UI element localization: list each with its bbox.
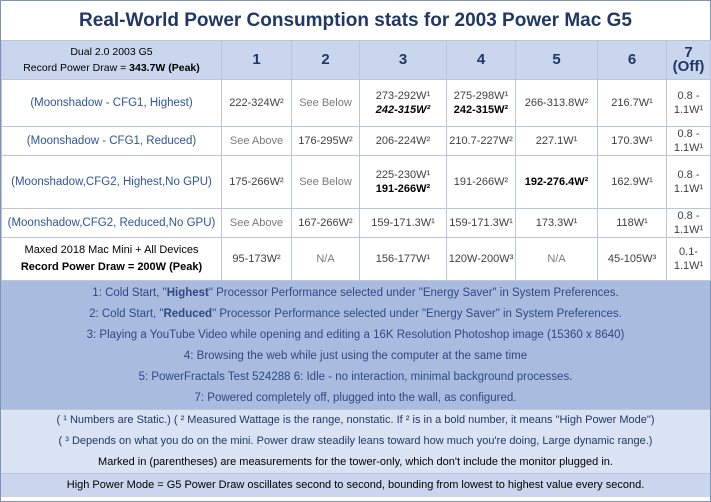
cell-line: 275-298W¹: [453, 90, 509, 102]
cell: 216.7W¹: [597, 79, 667, 127]
table-row: Maxed 2018 Mac Mini + All Devices Record …: [1, 237, 711, 281]
note-text: " Processor Performance selected under "…: [212, 308, 622, 320]
cell: 0.8 - 1.1W¹: [666, 79, 711, 127]
col-header-1: 1: [221, 40, 292, 80]
cell: 118W¹: [597, 208, 667, 238]
table-row: (Moonshadow - CFG1, Highest) 222-324W² S…: [1, 79, 711, 127]
row-label: Maxed 2018 Mac Mini + All Devices Record …: [1, 237, 222, 281]
cell: 0.8 - 1.1W¹: [666, 208, 711, 238]
mini-label-line1: Maxed 2018 Mac Mini + All Devices: [24, 244, 199, 256]
note-3: 3: Playing a YouTube Video while opening…: [86, 329, 625, 341]
cell: 225-230W¹ 191-266W²: [359, 155, 447, 209]
row-label: (Moonshadow - CFG1, Highest): [1, 79, 222, 127]
col-header-6: 6: [597, 40, 667, 80]
cell: N/A: [515, 237, 598, 281]
notes-section: 1: Cold Start, "Highest" Processor Perfo…: [1, 281, 710, 409]
table-row: (Moonshadow,CFG2, Highest,No GPU) 175-26…: [1, 155, 711, 209]
col-header-2: 2: [291, 40, 360, 80]
record-value: 343.7W (Peak): [129, 62, 200, 74]
cell: 175-266W²: [221, 155, 292, 209]
cell: 227.1W¹: [515, 126, 598, 156]
cell: 191-266W²: [446, 155, 516, 209]
note-bold: Highest: [166, 287, 209, 299]
header-desc-line1: Dual 2.0 2003 G5: [70, 46, 153, 58]
cell: 173.3W¹: [515, 208, 598, 238]
col-header-7: 7 (Off): [666, 40, 711, 80]
col-header-4: 4: [446, 40, 516, 80]
header-desc-line2: Record Power Draw = 343.7W (Peak): [2, 60, 221, 76]
cell: N/A: [291, 237, 360, 281]
footer-note: High Power Mode = G5 Power Draw oscillat…: [1, 473, 710, 497]
cell-line-bold: 191-266W²: [375, 183, 431, 195]
cell: 120W-200W³: [446, 237, 516, 281]
header-description: Dual 2.0 2003 G5 Record Power Draw = 343…: [1, 40, 222, 80]
col-header-3: 3: [359, 40, 447, 80]
note-bold: Reduced: [163, 308, 213, 320]
cell: 176-295W²: [291, 126, 360, 156]
cell: See Below: [291, 79, 360, 127]
cell: 156-177W¹: [359, 237, 447, 281]
cell: 192-276.4W²: [515, 155, 598, 209]
note-text: 2: Cold Start, ": [89, 308, 164, 320]
header-row: Dual 2.0 2003 G5 Record Power Draw = 343…: [1, 40, 711, 80]
row-label: (Moonshadow,CFG2, Highest,No GPU): [1, 155, 222, 209]
cell: 162.9W¹: [597, 155, 667, 209]
col-header-5: 5: [515, 40, 598, 80]
page-title: Real-World Power Consumption stats for 2…: [1, 1, 710, 41]
cell-line: 273-292W¹: [375, 90, 431, 102]
cell: 266-313.8W²: [515, 79, 598, 127]
record-prefix: Record Power Draw =: [23, 62, 130, 74]
note-5: 5: PowerFractals Test 524288 6: Idle - n…: [138, 371, 573, 383]
note-text: 1: Cold Start, ": [92, 287, 167, 299]
legend-line-1: ( ¹ Numbers are Static.) ( ² Measured Wa…: [56, 414, 655, 426]
cell: 0.8 - 1.1W¹: [666, 126, 711, 156]
cell: 95-173W²: [221, 237, 292, 281]
table-row: (Moonshadow,CFG2, Reduced,No GPU) See Ab…: [1, 208, 711, 238]
mini-label-line2: Record Power Draw = 200W (Peak): [20, 261, 203, 273]
legend-line-3: Marked in (parentheses) are measurements…: [98, 456, 613, 468]
table-row: (Moonshadow - CFG1, Reduced) See Above 1…: [1, 126, 711, 156]
note-2: 2: Cold Start, "Reduced" Processor Perfo…: [1, 304, 710, 325]
note-1: 1: Cold Start, "Highest" Processor Perfo…: [1, 283, 710, 304]
cell: 167-266W²: [291, 208, 360, 238]
cell: 170.3W¹: [597, 126, 667, 156]
cell-line-bold: 242-315W²: [375, 104, 431, 116]
legend-section: ( ¹ Numbers are Static.) ( ² Measured Wa…: [1, 409, 710, 473]
cell: 206-224W²: [359, 126, 447, 156]
cell: 0.1-1.1W¹: [666, 237, 711, 281]
cell-line-bold: 242-315W²: [453, 104, 509, 116]
cell-line: 225-230W¹: [375, 169, 431, 181]
cell: 210.7-227W²: [446, 126, 516, 156]
stats-table-body: Dual 2.0 2003 G5 Record Power Draw = 343…: [1, 40, 711, 281]
legend-line-2: ( ³ Depends on what you do on the mini. …: [58, 435, 653, 447]
cell: See Above: [221, 208, 292, 238]
note-text: " Processor Performance selected under "…: [208, 287, 619, 299]
note-4: 4: Browsing the web while just using the…: [183, 350, 528, 362]
row-label: (Moonshadow,CFG2, Reduced,No GPU): [1, 208, 222, 238]
cell: See Above: [221, 126, 292, 156]
cell: 159-171.3W¹: [359, 208, 447, 238]
cell: 159-171.3W¹: [446, 208, 516, 238]
cell: 275-298W¹ 242-315W²: [446, 79, 516, 127]
cell: 222-324W²: [221, 79, 292, 127]
row-label: (Moonshadow - CFG1, Reduced): [1, 126, 222, 156]
cell: See Below: [291, 155, 360, 209]
cell: 0.8 - 1.1W¹: [666, 155, 711, 209]
cell: 45-105W³: [597, 237, 667, 281]
cell: 273-292W¹ 242-315W²: [359, 79, 447, 127]
note-6: 7: Powered completely off, plugged into …: [194, 392, 517, 404]
